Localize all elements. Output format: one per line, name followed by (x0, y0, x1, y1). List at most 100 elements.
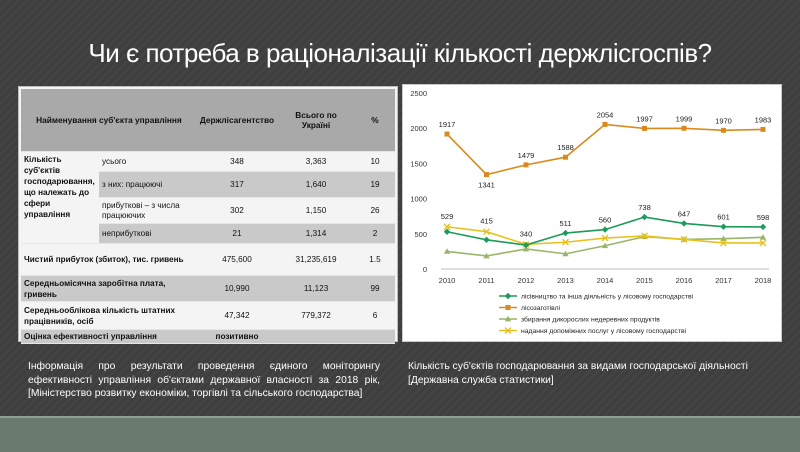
data-point-diamond (720, 223, 727, 230)
table-cell-sub: неприбуткові (98, 223, 197, 244)
table-cell (277, 329, 355, 344)
data-point-diamond (483, 236, 490, 243)
table-cell: 3,363 (277, 151, 355, 172)
management-data-table: Найменування суб'єкта управління Держліс… (21, 89, 395, 344)
data-point-x (641, 232, 648, 240)
y-tick-label: 1000 (410, 195, 427, 204)
data-label: 1970 (715, 116, 732, 125)
table-row: Чистий прибуток (збиток), тис. гривень 4… (21, 243, 395, 276)
data-label: 560 (599, 216, 612, 225)
data-point-square (444, 131, 450, 137)
table-cell: 26 (355, 197, 395, 224)
table-cell: 475,600 (196, 243, 278, 276)
table-cell: 31,235,619 (277, 243, 355, 276)
data-label: 647 (678, 209, 691, 218)
table-header-cell: Найменування суб'єкта управління (21, 89, 197, 152)
data-table-panel: Найменування суб'єкта управління Держліс… (18, 86, 398, 344)
table-cell: позитивно (196, 329, 278, 344)
data-point-triangle (601, 242, 609, 249)
table-cell: 10,990 (196, 275, 278, 302)
line-chart: 0 500 1000 1500 2000 2500 2010 2011 2012 2013 2014… (410, 89, 772, 335)
x-tick-label: 2018 (755, 276, 772, 285)
data-point-diamond (601, 226, 609, 233)
data-point-square (505, 305, 511, 310)
data-label: 511 (560, 219, 572, 228)
x-tick-label: 2010 (439, 276, 456, 285)
data-point-x (443, 223, 451, 231)
data-label: 1588 (557, 143, 574, 152)
data-point-diamond (759, 223, 767, 231)
data-label: 1341 (478, 181, 495, 190)
data-point-square (642, 125, 647, 131)
x-tick-label: 2011 (478, 276, 494, 285)
data-label: 1999 (676, 114, 693, 123)
data-label: 415 (480, 217, 493, 226)
data-label: 1479 (518, 151, 535, 160)
data-point-x (601, 234, 609, 242)
data-point-diamond (443, 228, 451, 235)
data-point-diamond (562, 229, 569, 237)
table-cell: 317 (196, 171, 278, 198)
table-cell-sub: усього (98, 151, 197, 172)
data-point-square (563, 154, 568, 160)
x-tick-label: 2016 (676, 276, 693, 285)
data-label: 529 (441, 212, 454, 221)
data-label: 1997 (636, 114, 653, 123)
table-row: з них: працюючі 317 1,640 19 (21, 171, 395, 198)
data-point-square (760, 126, 766, 132)
slide-title: Чи є потреба в раціоналізації кількості … (88, 38, 712, 68)
y-tick-label: 1500 (410, 159, 427, 168)
table-cell-sub: прибуткові – з числа працюючих (98, 197, 197, 224)
data-label: 598 (757, 213, 770, 222)
table-row: Кількість суб'єктів господарювання, що н… (21, 151, 395, 244)
data-point-x (562, 238, 569, 246)
legend-label: надання допоміжних послуг у лісовому гос… (521, 327, 687, 335)
data-point-x (720, 239, 727, 247)
table-cell: 99 (355, 275, 395, 302)
table-row: Середньооблікова кількість штатних праці… (21, 301, 395, 330)
legend-label: збирання дикорослих недеревних продуктів (521, 316, 660, 324)
data-label: 1983 (755, 115, 772, 124)
footer-bar (0, 416, 800, 452)
data-point-square (681, 125, 687, 131)
table-cell-sub: з них: працюючі (98, 171, 197, 198)
chart-source-note: Кількість суб'єктів господарювання за ви… (408, 361, 748, 386)
table-cell: 19 (355, 171, 395, 198)
chart-panel: 0 500 1000 1500 2000 2500 2010 2011 2012 2013 2014… (402, 84, 782, 342)
table-header-cell: Всього по Україні (277, 89, 355, 152)
data-label: 601 (717, 213, 730, 222)
data-point-triangle (443, 248, 451, 254)
data-label: 1917 (439, 120, 456, 129)
data-point-triangle (504, 315, 512, 322)
x-tick-label: 2014 (597, 276, 614, 285)
table-header-row: Найменування суб'єкта управління Держліс… (21, 89, 395, 152)
table-cell: 1.5 (355, 243, 395, 276)
data-point-triangle (562, 250, 569, 257)
data-point-square (721, 127, 726, 133)
data-point-x (483, 228, 490, 236)
table-cell: 348 (196, 151, 278, 172)
table-cell: 1,640 (277, 171, 355, 198)
table-cell: 1,314 (277, 223, 355, 244)
table-row-label: Середньомісячна заробітна плата, гривень (21, 275, 197, 302)
data-point-square (523, 162, 529, 168)
table-cell (355, 329, 395, 344)
table-row: неприбуткові 21 1,314 2 (21, 223, 395, 244)
data-point-x (680, 235, 688, 243)
table-cell: 11,123 (277, 275, 355, 302)
legend-label: лісозаготівлі (521, 304, 561, 312)
table-row-label: Кількість суб'єктів господарювання, що н… (21, 151, 99, 244)
table-cell: 1,150 (277, 197, 355, 224)
x-tick-label: 2012 (518, 276, 535, 285)
x-tick-label: 2015 (636, 276, 653, 285)
data-point-diamond (641, 213, 648, 221)
table-cell: 779,372 (277, 301, 355, 330)
data-point-triangle (720, 235, 727, 242)
data-label: 738 (638, 203, 651, 212)
data-point-diamond (680, 220, 688, 227)
data-point-triangle (759, 234, 767, 240)
y-tick-label: 2000 (410, 124, 427, 133)
table-cell: 10 (355, 151, 395, 172)
table-source-note: Інформація про результати проведення єди… (28, 361, 380, 399)
data-label: 2054 (597, 110, 614, 119)
